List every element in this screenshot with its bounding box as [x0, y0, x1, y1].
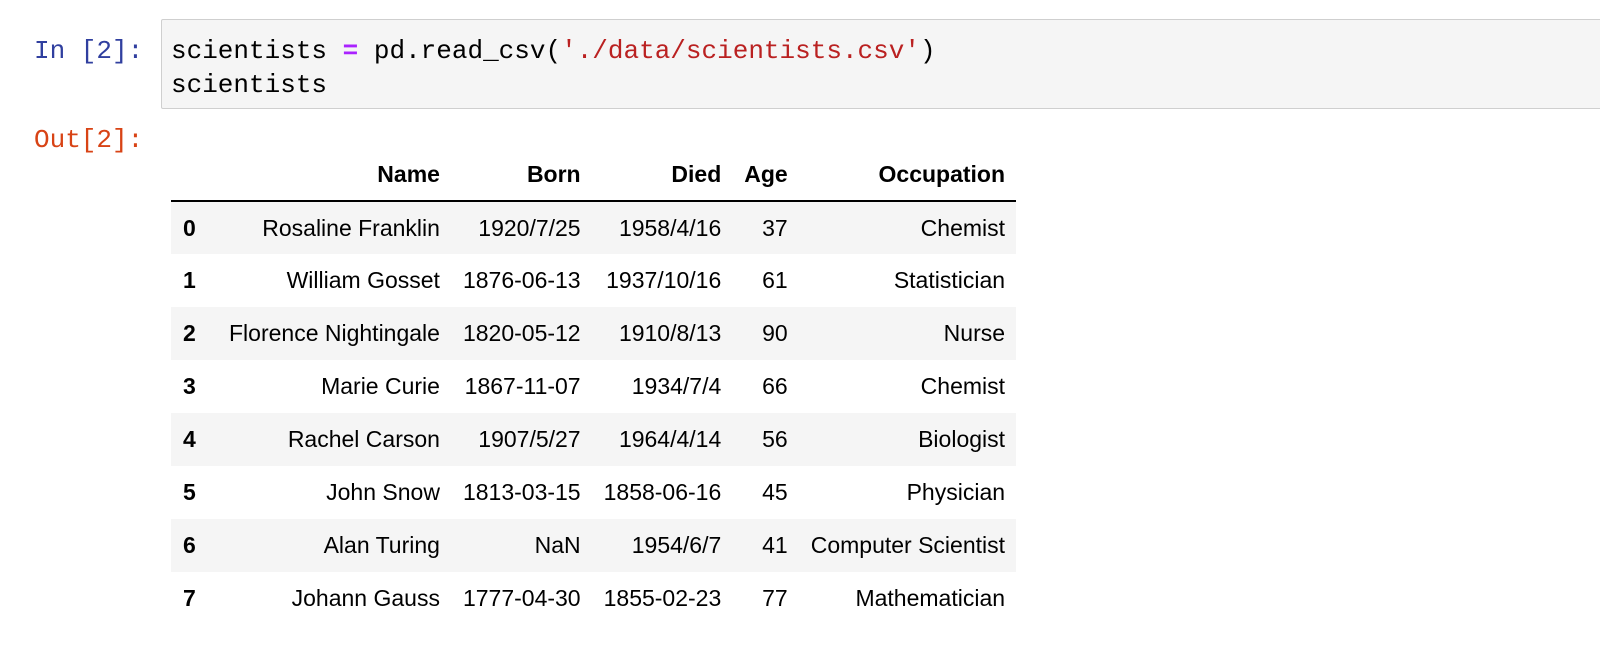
table-cell: 1820-05-12 [462, 320, 581, 346]
table-cell: Computer Scientist [810, 532, 1006, 558]
code-text: scientists = pd.read_csv('./data/scienti… [171, 34, 936, 102]
code-input-area[interactable]: scientists = pd.read_csv('./data/scienti… [161, 19, 1600, 109]
dataframe-header: Name Born Died Age Occupation [171, 148, 1017, 202]
table-row: 4 Rachel Carson 1907/5/27 1964/4/14 56 Biolog… [171, 413, 1017, 466]
code-line-2: scientists [171, 70, 328, 100]
row-index: 7 [183, 585, 196, 611]
row-index: 1 [183, 267, 196, 293]
table-cell: Statistician [893, 267, 1006, 293]
table-cell: 1920/7/25 [478, 214, 581, 241]
table-cell: 1954/6/7 [631, 532, 722, 558]
table-cell: 56 [762, 426, 788, 452]
code-string-literal: './data/scientists.csv' [561, 36, 920, 66]
column-header: Occupation [798, 148, 1017, 202]
table-cell: 1934/7/4 [631, 373, 722, 399]
table-row: 5 John Snow 1813-03-15 1858-06-16 45 Physicia… [171, 466, 1016, 519]
table-cell: NaN [534, 532, 581, 558]
table-cell: Mathematician [855, 585, 1006, 611]
index-header [171, 148, 217, 202]
table-cell: Chemist [920, 214, 1006, 241]
table-cell: Rosaline Franklin [262, 214, 440, 241]
output-prompt: Out[2]: [34, 125, 144, 155]
table-cell: 45 [762, 479, 788, 505]
table-cell: Johann Gauss [291, 585, 440, 611]
row-index: 0 [183, 214, 196, 241]
code-variable: scientists [171, 36, 328, 66]
table-cell: William Gosset [286, 267, 440, 293]
table-row: 6 Alan Turing NaN 1954/6/7 41 Computer Scient… [171, 519, 1017, 572]
table-cell: 1858-06-16 [603, 479, 722, 505]
table-cell: 1813-03-15 [462, 479, 581, 505]
table-cell: 1910/8/13 [618, 320, 722, 346]
column-header: Died [591, 148, 733, 202]
table-cell: John Snow [326, 479, 440, 505]
table-cell: 1777-04-30 [462, 585, 581, 611]
table-row: 7 Johann Gauss 1777-04-30 1855-02-23 77 Mathe… [171, 572, 1016, 625]
table-cell: Biologist [918, 426, 1006, 452]
row-index: 6 [183, 532, 196, 558]
table-row: 1 William Gosset 1876-06-13 1937/10/16 61 Sta… [171, 254, 1016, 307]
table-cell: Physician [906, 479, 1006, 505]
table-cell: 1867-11-07 [464, 373, 581, 399]
code-operator: = [342, 36, 359, 66]
table-cell: 66 [762, 373, 788, 399]
column-header: Born [450, 148, 592, 202]
table-cell: 1937/10/16 [606, 267, 722, 293]
table-row: 0 Rosaline Franklin 1920/7/25 1958/4/16 37 Ch… [171, 201, 1017, 254]
table-cell: Alan Turing [323, 532, 440, 558]
table-cell: 1876-06-13 [462, 267, 581, 293]
column-header: Name [217, 148, 451, 202]
row-index: 2 [183, 320, 196, 346]
table-row: 3 Marie Curie 1867-11-07 1934/7/4 66 Chemist [171, 360, 1016, 413]
table-cell: 1958/4/16 [618, 214, 722, 241]
table-cell: 77 [762, 585, 788, 611]
header-row: Name Born Died Age Occupation [171, 148, 1017, 202]
row-index: 4 [183, 426, 196, 452]
table-cell: Chemist [920, 373, 1006, 399]
dataframe-table: Name Born Died Age Occupation 0 Rosaline Fran… [171, 148, 1017, 625]
input-prompt: In [2]: [34, 36, 144, 66]
table-cell: 1855-02-23 [603, 585, 722, 611]
row-index: 5 [183, 479, 196, 505]
table-cell: Rachel Carson [287, 426, 440, 452]
table-cell: 1907/5/27 [478, 426, 581, 452]
table-cell: Marie Curie [321, 373, 440, 399]
column-header: Age [732, 148, 799, 202]
dataframe-body: 0 Rosaline Franklin 1920/7/25 1958/4/16 37 Ch… [171, 201, 1017, 625]
code-call: pd.read_csv( [373, 36, 562, 66]
table-cell: 37 [762, 214, 788, 241]
table-cell: 41 [762, 532, 788, 558]
table-cell: Nurse [943, 320, 1006, 346]
table-cell: 90 [762, 320, 788, 346]
row-index: 3 [183, 373, 196, 399]
table-cell: 61 [762, 267, 788, 293]
table-row: 2 Florence Nightingale 1820-05-12 1910/8/13… [171, 307, 1017, 360]
table-cell: 1964/4/14 [618, 426, 722, 452]
code-close-paren: ) [919, 36, 936, 66]
table-cell: Florence Nightingale [229, 320, 440, 346]
